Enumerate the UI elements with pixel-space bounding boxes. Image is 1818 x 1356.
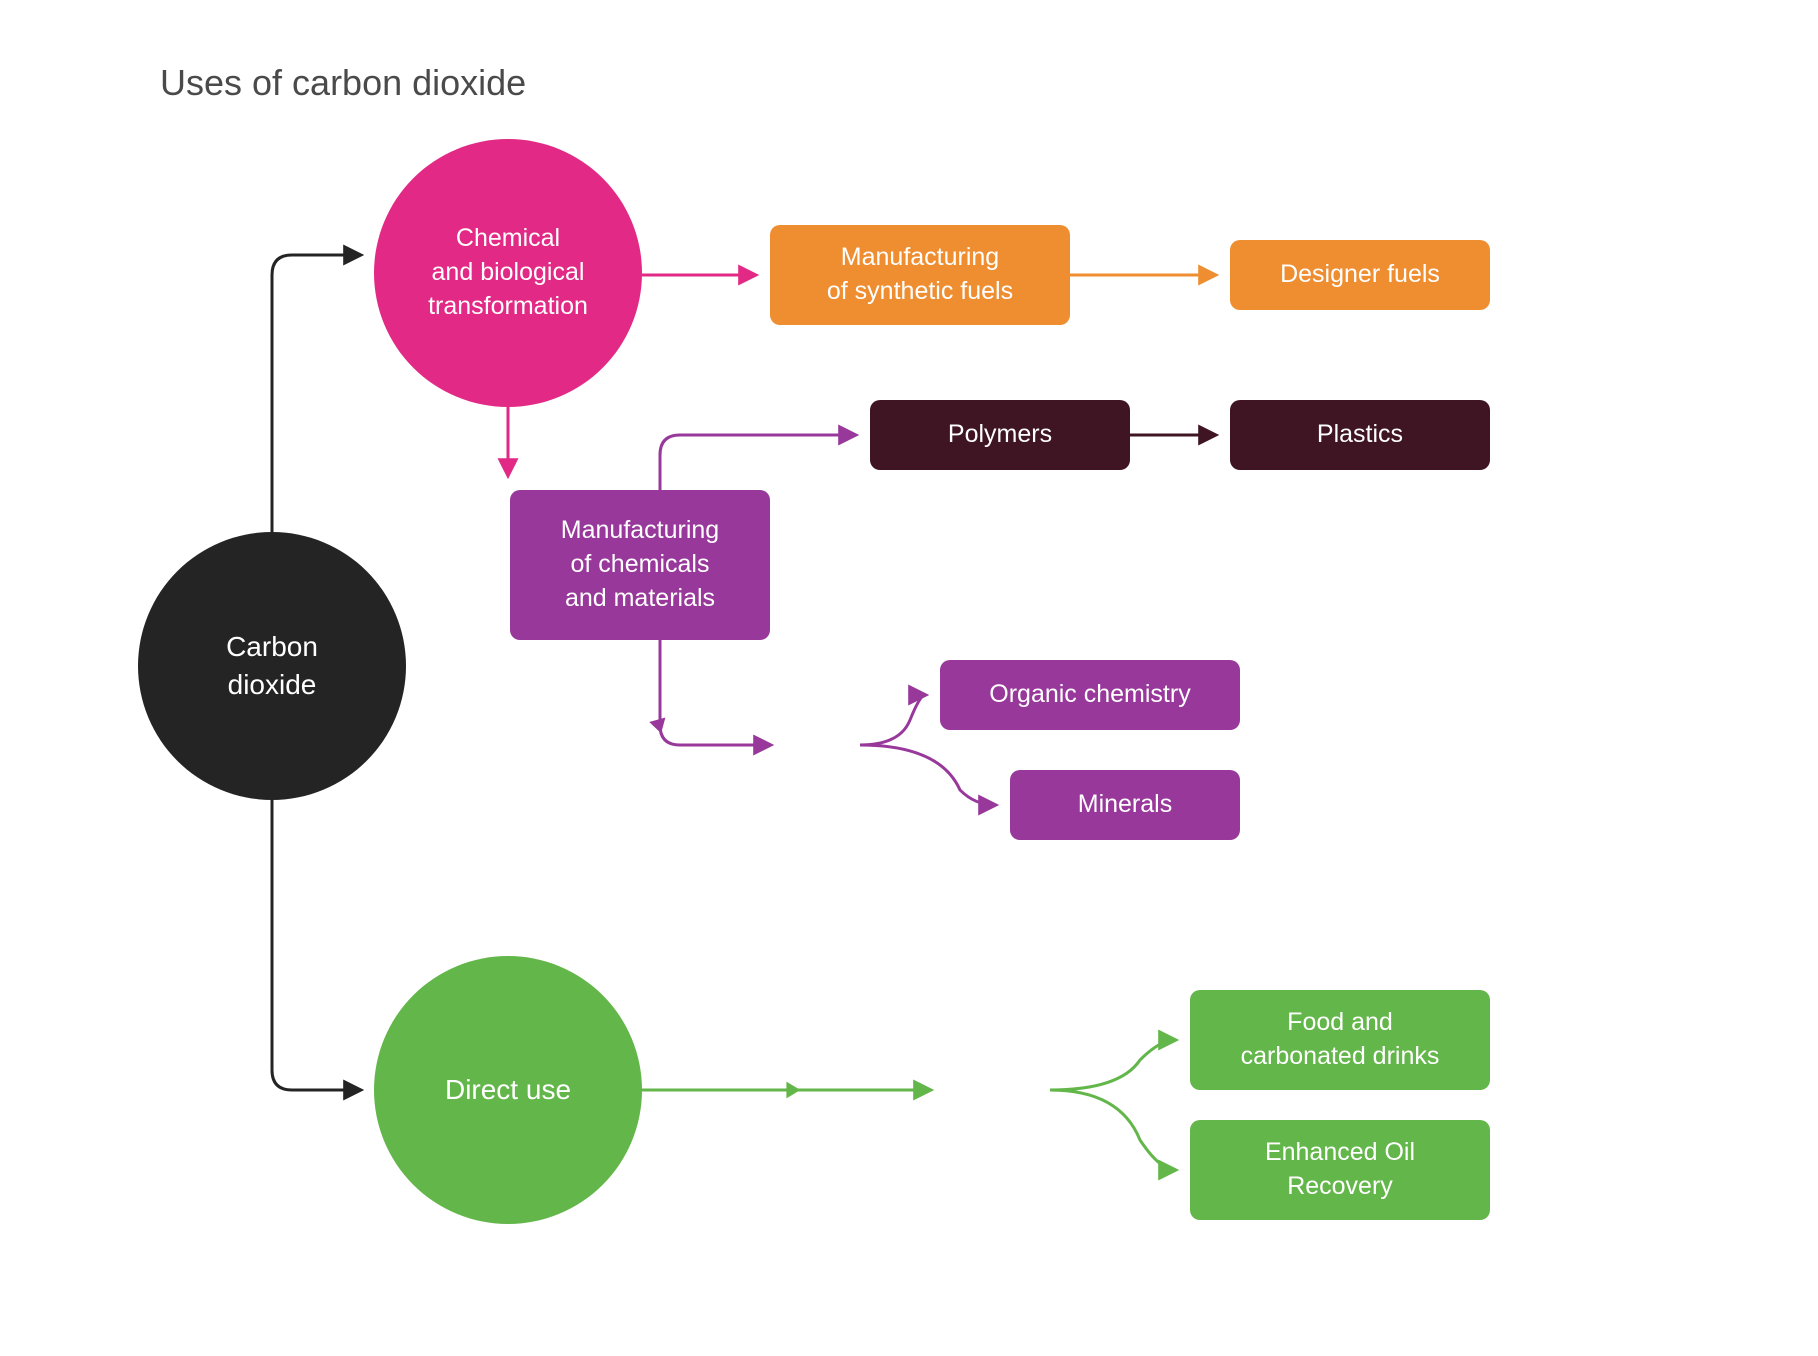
node-label: Designer fuels xyxy=(1280,258,1440,292)
node-label: Food andcarbonated drinks xyxy=(1241,1006,1440,1074)
node-polymers: Polymers xyxy=(870,400,1130,470)
edge-co2-direct xyxy=(272,800,360,1090)
node-synthetic-fuels: Manufacturingof synthetic fuels xyxy=(770,225,1070,325)
edge-midarrow-chemmat-forkstem xyxy=(649,718,669,736)
node-label: Plastics xyxy=(1317,418,1403,452)
node-food-drinks: Food andcarbonated drinks xyxy=(1190,990,1490,1090)
node-designer-fuels: Designer fuels xyxy=(1230,240,1490,310)
node-label: Enhanced OilRecovery xyxy=(1265,1136,1415,1204)
edge-direct-eor xyxy=(1050,1090,1175,1170)
node-chemical-biological: Chemicaland biologicaltransformation xyxy=(374,139,642,407)
node-label: Minerals xyxy=(1078,788,1172,822)
edge-fork-organic xyxy=(860,695,925,745)
edge-direct-food xyxy=(1050,1040,1175,1090)
node-label: Organic chemistry xyxy=(989,678,1190,712)
node-label: Polymers xyxy=(948,418,1052,452)
node-organic-chemistry: Organic chemistry xyxy=(940,660,1240,730)
node-label: Carbondioxide xyxy=(226,628,318,704)
node-carbon-dioxide: Carbondioxide xyxy=(138,532,406,800)
node-enhanced-oil-recovery: Enhanced OilRecovery xyxy=(1190,1120,1490,1220)
edge-chemmat-forkstem xyxy=(660,640,770,745)
edge-midarrow-direct-stem xyxy=(786,1082,800,1099)
node-label: Manufacturingof chemicalsand materials xyxy=(561,514,719,615)
edge-chemmat-polymers xyxy=(660,435,855,490)
diagram-canvas: Uses of carbon dioxide Carbondioxide Che… xyxy=(0,0,1818,1356)
node-chemicals-materials: Manufacturingof chemicalsand materials xyxy=(510,490,770,640)
node-plastics: Plastics xyxy=(1230,400,1490,470)
node-label: Chemicaland biologicaltransformation xyxy=(428,222,588,323)
diagram-title: Uses of carbon dioxide xyxy=(160,62,526,104)
node-label: Manufacturingof synthetic fuels xyxy=(827,241,1013,309)
edge-co2-chembio xyxy=(272,255,360,532)
node-minerals: Minerals xyxy=(1010,770,1240,840)
edge-fork-minerals xyxy=(860,745,995,805)
node-label: Direct use xyxy=(445,1071,571,1109)
node-direct-use: Direct use xyxy=(374,956,642,1224)
